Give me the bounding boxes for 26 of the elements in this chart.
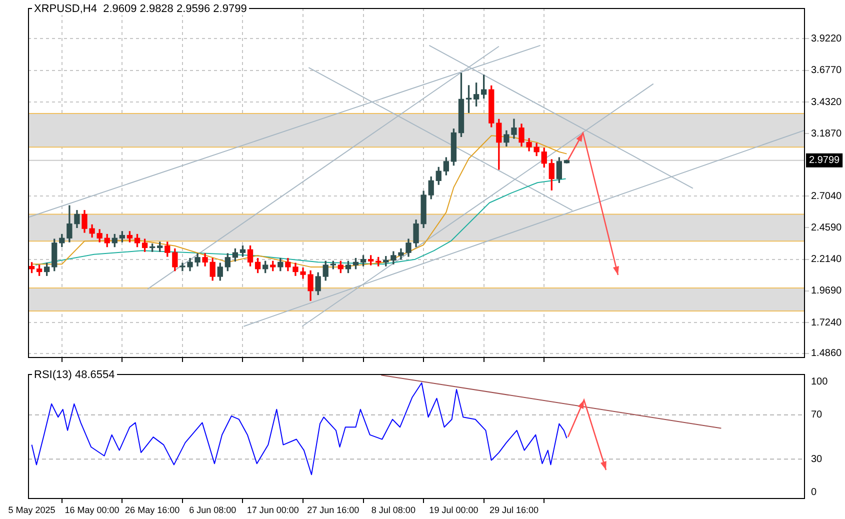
y-tick-label: 1.7240 (811, 317, 842, 328)
y-tick-label: 2.4590 (811, 222, 842, 234)
y-tick-label: 3.4320 (811, 96, 842, 108)
x-tick-label: 26 May 16:00 (125, 504, 180, 515)
x-tick-label: 6 Jun 08:00 (189, 504, 236, 515)
y-tick-label: 0 (811, 487, 817, 498)
y-tick-label: 100 (811, 376, 828, 388)
y-tick-label: 30 (811, 454, 823, 465)
y-tick-label: 2.2140 (811, 254, 842, 266)
ref-line-label: 2.9799 (809, 155, 840, 166)
y-tick-label: 1.4860 (811, 348, 842, 360)
x-tick-label: 17 Jun 00:00 (246, 504, 299, 515)
chart-title: XRPUSD,H4 2.9609 2.9828 2.9596 2.9799 (32, 3, 249, 15)
x-tick-label: 16 May 00:00 (64, 504, 120, 515)
x-tick-label: 29 Jul 16:00 (489, 504, 538, 515)
y-tick-label: 1.9690 (811, 286, 842, 297)
y-tick-label: 3.1870 (811, 128, 842, 140)
y-tick-label: 2.7040 (811, 190, 842, 202)
y-tick-label: 3.9220 (811, 33, 842, 44)
x-tick-label: 27 Jun 16:00 (307, 504, 360, 515)
x-tick-label: 19 Jul 00:00 (429, 504, 478, 515)
x-tick-label: 5 May 2025 (8, 504, 56, 515)
x-tick-label: 8 Jul 08:00 (371, 504, 416, 515)
y-tick-label: 70 (811, 410, 823, 421)
chart-title: RSI(13) 48.6554 (32, 369, 117, 381)
y-tick-label: 3.6770 (811, 65, 842, 76)
